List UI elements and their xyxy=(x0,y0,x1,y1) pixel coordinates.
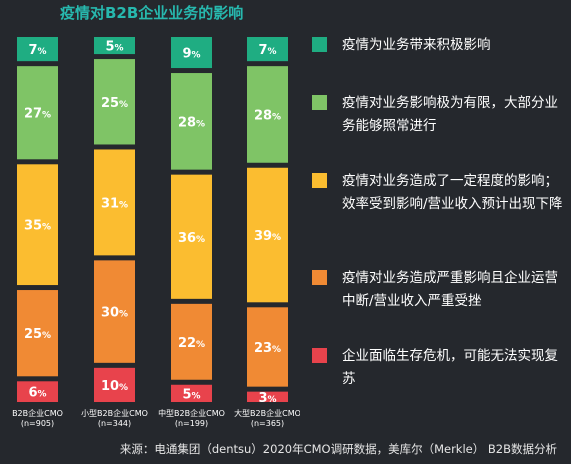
bar-segment xyxy=(247,66,288,163)
bar-segment xyxy=(94,260,135,363)
data-label: 7% xyxy=(258,43,276,58)
data-label: 39% xyxy=(254,229,281,244)
source-note: 来源：电通集团（dentsu）2020年CMO调研数据，美库尔（Merkle） … xyxy=(119,442,557,456)
legend-label: 疫情对业务造成了一定程度的影响；效率受到影响/营业收入预计出现下降 xyxy=(342,173,563,212)
data-label: 23% xyxy=(254,341,281,356)
bar-segment xyxy=(94,59,135,145)
data-label: 30% xyxy=(101,306,128,321)
category-label: (n=365) xyxy=(251,419,284,428)
data-label: 25% xyxy=(24,327,51,342)
bar-segment xyxy=(171,37,212,69)
data-label: 10% xyxy=(101,379,128,394)
data-label: 22% xyxy=(178,336,205,351)
data-label: 27% xyxy=(24,107,51,122)
category-label: 中型B2B企业CMO xyxy=(158,408,225,418)
legend-label: 企业面临生存危机，可能无法实现复苏 xyxy=(342,348,558,387)
data-label: 25% xyxy=(101,96,128,111)
data-label: 3% xyxy=(258,391,276,406)
legend-swatch xyxy=(312,348,327,363)
legend-swatch xyxy=(312,173,327,188)
bar-segment xyxy=(247,391,288,402)
data-label: 6% xyxy=(28,386,46,401)
legend-swatch xyxy=(312,95,327,110)
bar-segment xyxy=(171,174,212,299)
legend-label: 疫情为业务带来积极影响 xyxy=(342,37,491,53)
data-label: 36% xyxy=(178,231,205,246)
bar-segment xyxy=(247,307,288,387)
data-label: 5% xyxy=(105,40,123,55)
data-label: 28% xyxy=(254,108,281,123)
legend-swatch xyxy=(312,37,327,52)
bar-segment xyxy=(17,164,58,286)
legend-label: 疫情对业务造成严重影响且企业运营中断/营业收入严重受挫 xyxy=(342,270,558,309)
chart-title: 疫情对B2B企业业务的影响 xyxy=(60,4,244,22)
bar-segment xyxy=(17,66,58,160)
bar-segment xyxy=(94,37,135,55)
bar-segment xyxy=(94,149,135,256)
bar-segment xyxy=(171,384,212,402)
stacked-bar-chart: 6% 25% 35% 27% 7% B2B企业CMO(n=905) 10% 30% 31% 25%… xyxy=(12,37,300,428)
data-label: 7% xyxy=(28,43,46,58)
category-label: (n=344) xyxy=(98,419,131,428)
category-label: (n=905) xyxy=(21,419,54,428)
category-label: 大型B2B企业CMO xyxy=(234,408,300,418)
bar-segment xyxy=(17,381,58,402)
data-label: 28% xyxy=(178,115,205,130)
data-label: 35% xyxy=(24,219,51,234)
bar-segment xyxy=(247,37,288,62)
bar-segment xyxy=(94,367,135,402)
bar-segment xyxy=(247,167,288,303)
bar-segment xyxy=(17,290,58,377)
bar-segment xyxy=(17,37,58,62)
legend-swatch xyxy=(312,270,327,285)
data-label: 5% xyxy=(182,387,200,402)
category-label: (n=199) xyxy=(175,419,208,428)
bar-segment xyxy=(171,303,212,380)
category-label: B2B企业CMO xyxy=(12,408,63,418)
legend-label: 疫情对业务影响极为有限，大部分业务能够照常进行 xyxy=(342,95,558,134)
data-label: 9% xyxy=(182,47,200,62)
category-label: 小型B2B企业CMO xyxy=(81,408,148,418)
data-label: 31% xyxy=(101,196,128,211)
bar-segment xyxy=(171,73,212,170)
